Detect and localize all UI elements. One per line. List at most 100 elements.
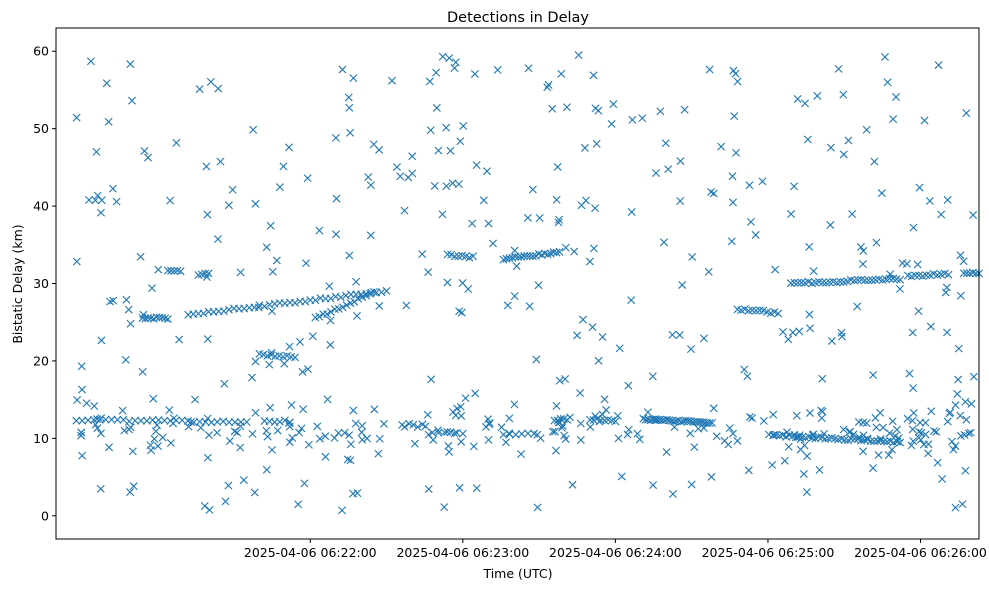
data-point: [455, 483, 464, 492]
data-point: [594, 356, 603, 365]
data-point: [140, 146, 149, 155]
data-point: [432, 68, 441, 77]
data-point: [872, 238, 881, 247]
data-point: [580, 143, 589, 152]
data-point: [357, 428, 366, 437]
data-point: [199, 309, 208, 318]
data-point: [592, 139, 601, 148]
data-point: [239, 476, 248, 485]
data-point: [330, 433, 339, 442]
data-point: [263, 432, 272, 441]
data-point: [326, 307, 335, 316]
data-point: [589, 71, 598, 80]
data-point: [613, 411, 622, 420]
data-point: [106, 297, 115, 306]
data-point: [803, 452, 812, 461]
data-point: [82, 399, 91, 408]
data-point: [457, 308, 466, 317]
data-point: [173, 266, 182, 275]
data-point: [909, 223, 918, 232]
data-point: [236, 443, 245, 452]
data-point: [890, 432, 899, 441]
data-point: [346, 440, 355, 449]
data-point: [961, 397, 970, 406]
data-point: [152, 421, 161, 430]
data-point: [896, 275, 905, 284]
data-point: [303, 365, 312, 374]
data-point: [555, 376, 564, 385]
chart-title: Detections in Delay: [447, 10, 589, 26]
data-point: [561, 374, 570, 383]
data-point: [285, 342, 294, 351]
y-tick-label: 60: [33, 44, 49, 59]
data-point: [510, 292, 519, 301]
data-point: [834, 435, 843, 444]
data-point: [96, 429, 105, 438]
data-point: [837, 328, 846, 337]
data-point: [827, 336, 836, 345]
data-point: [408, 152, 417, 161]
data-point: [806, 324, 815, 333]
data-point: [725, 424, 734, 433]
data-point: [805, 242, 814, 251]
data-point: [611, 417, 620, 426]
data-point: [627, 296, 636, 305]
data-point: [595, 417, 604, 426]
data-point: [163, 266, 172, 275]
x-axis: 2025-04-06 06:22:00 2025-04-06 06:23:00 20…: [244, 539, 987, 560]
data-point: [202, 273, 211, 281]
data-point: [346, 128, 355, 137]
data-point: [481, 422, 490, 431]
data-point: [788, 328, 797, 337]
data-point: [886, 270, 895, 279]
data-point: [860, 276, 869, 285]
data-point: [914, 433, 923, 442]
data-point: [962, 109, 971, 118]
data-point: [884, 451, 893, 459]
data-point: [733, 77, 742, 86]
data-point: [270, 299, 279, 308]
data-point: [879, 423, 888, 432]
data-point: [113, 415, 122, 424]
data-point: [678, 280, 687, 289]
data-point: [505, 429, 514, 438]
data-point: [533, 503, 542, 512]
data-point: [805, 409, 814, 418]
data-point: [77, 431, 86, 440]
data-point: [362, 291, 371, 300]
data-point: [353, 489, 362, 498]
data-point: [219, 307, 228, 316]
data-point: [375, 434, 384, 443]
data-point: [956, 411, 965, 420]
data-point: [104, 117, 113, 126]
data-point: [913, 260, 922, 269]
data-point: [791, 433, 800, 442]
data-point: [288, 433, 297, 442]
data-point: [562, 103, 571, 112]
data-point: [284, 419, 293, 428]
y-tick-label: 40: [33, 199, 49, 214]
data-point: [483, 167, 492, 176]
data-point: [301, 297, 310, 306]
data-point: [836, 277, 845, 286]
data-point: [627, 208, 636, 217]
data-point: [216, 157, 225, 166]
data-point: [332, 230, 341, 239]
data-point: [471, 389, 480, 398]
data-point: [941, 288, 950, 297]
data-point: [418, 250, 427, 259]
data-point: [959, 269, 968, 278]
data-point: [129, 482, 138, 491]
scatter-series: [72, 51, 983, 515]
data-point: [315, 226, 324, 235]
data-point: [297, 424, 306, 433]
data-point: [169, 419, 178, 428]
data-point: [748, 414, 757, 423]
data-point: [343, 455, 352, 464]
data-point: [954, 375, 963, 384]
data-point: [85, 195, 94, 204]
data-point: [863, 434, 872, 443]
data-point: [358, 435, 367, 444]
data-point: [720, 436, 729, 445]
